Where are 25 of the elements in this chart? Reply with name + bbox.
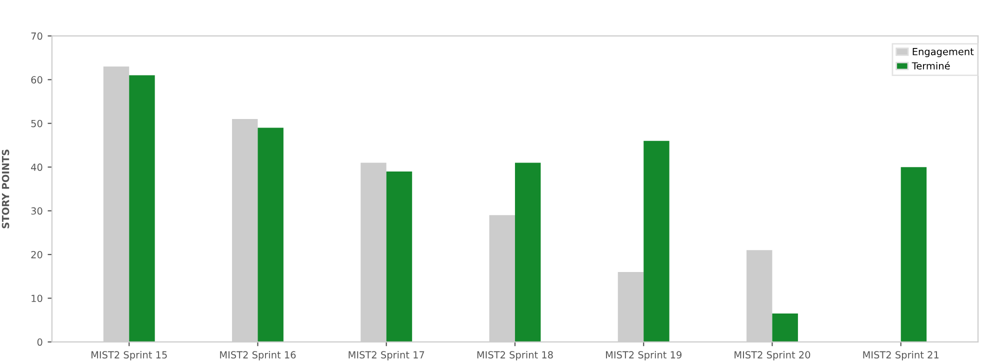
x-tick-label: MIST2 Sprint 20 (734, 350, 810, 360)
y-tick-label: 30 (31, 207, 42, 215)
bar (644, 140, 670, 342)
y-tick-label: 40 (31, 164, 42, 171)
bar (258, 128, 284, 342)
bar (772, 314, 798, 342)
x-tick-label: MIST2 Sprint 21 (863, 350, 939, 360)
x-tick-label: MIST2 Sprint 15 (92, 350, 167, 360)
x-tick-label: MIST2 Sprint 19 (606, 350, 682, 360)
y-axis-title: STORY POINTS (2, 150, 10, 228)
bar (514, 162, 541, 342)
y-tick-label: 10 (32, 294, 42, 302)
y-tick-label: 0 (37, 338, 42, 346)
bar (900, 167, 927, 342)
x-tick-label: MIST2 Sprint 16 (220, 350, 296, 360)
x-tick-label: MIST2 Sprint 18 (477, 350, 553, 360)
y-tick-label: 70 (31, 32, 42, 40)
legend-label: Terminé (912, 62, 950, 70)
legend-label: Engagement (912, 48, 974, 58)
bar (386, 171, 412, 342)
x-tick-label: MIST2 Sprint 17 (348, 350, 424, 360)
y-tick-label: 50 (31, 120, 42, 128)
y-tick-label: 60 (31, 76, 42, 84)
bar (129, 75, 155, 342)
y-tick-label: 20 (31, 250, 42, 258)
